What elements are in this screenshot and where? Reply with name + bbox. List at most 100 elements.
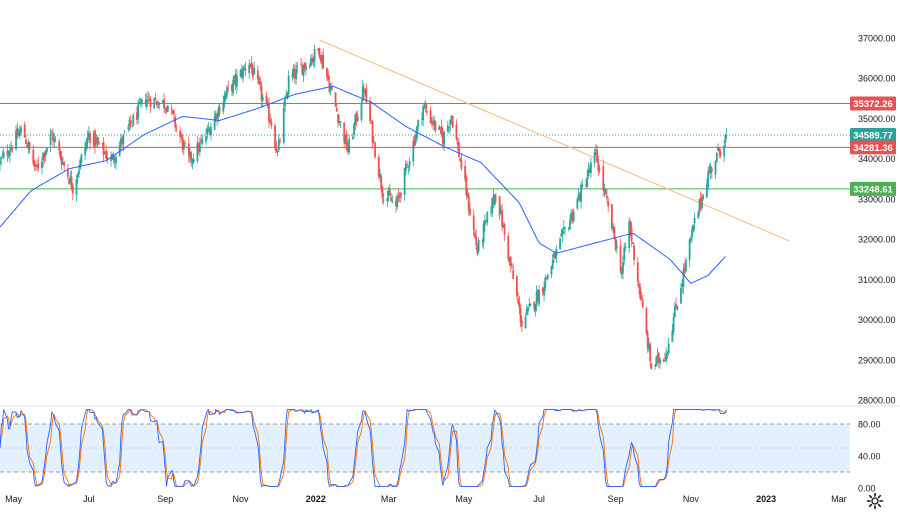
candle-body [335, 108, 338, 112]
candle-body [590, 162, 592, 173]
candle-body [446, 125, 449, 132]
candle-body [503, 224, 506, 235]
stochastic-oscillator [0, 408, 850, 488]
candle-body [200, 139, 202, 142]
candle-body [253, 68, 256, 75]
candle-body [636, 262, 639, 282]
candle-body [482, 224, 485, 243]
candle-body [149, 99, 152, 107]
candle-body [292, 68, 295, 76]
candle-body [666, 351, 669, 353]
candle-body [673, 306, 676, 318]
candle-body [458, 142, 460, 157]
candle-body [388, 189, 391, 196]
candle-body [59, 151, 62, 159]
candle-body [36, 165, 38, 166]
gear-icon[interactable] [866, 492, 884, 510]
candle-body [464, 165, 466, 179]
candle-body [164, 108, 167, 109]
candle-body [171, 110, 174, 113]
candle-body [391, 201, 394, 203]
candle-body [672, 316, 675, 333]
candle-body [417, 119, 420, 127]
candle-body [438, 126, 441, 131]
candle-body [649, 343, 652, 362]
candle-body [235, 75, 238, 87]
candle-body [52, 132, 54, 142]
candle-body [715, 152, 718, 163]
candle-body [351, 136, 354, 140]
candle-body [348, 138, 351, 153]
candle-body [71, 185, 74, 194]
candle-body [296, 66, 299, 68]
candle-body [585, 184, 587, 186]
candle-body [588, 170, 591, 172]
candle-body [534, 303, 537, 312]
candle-body [631, 241, 634, 244]
candle-body [603, 189, 606, 192]
candle-body [54, 140, 57, 142]
candle-body [137, 104, 140, 119]
candle-body [414, 135, 417, 143]
candle-body [181, 136, 184, 150]
candle-body [20, 127, 22, 133]
candle-body [205, 135, 207, 142]
candle-body [175, 127, 178, 129]
candle-body [338, 121, 341, 122]
candle-body [529, 303, 532, 306]
candle-body [527, 307, 529, 312]
candle-body [449, 119, 452, 126]
candle-body [233, 76, 236, 80]
candle-body [295, 68, 297, 79]
candle-body [10, 146, 13, 152]
candle-body [699, 198, 702, 207]
candle-body [396, 196, 399, 207]
candle-body [607, 201, 610, 207]
candle-body [69, 176, 72, 183]
candle-body [459, 158, 462, 161]
candle-body [683, 267, 686, 269]
candle-body [190, 152, 193, 161]
candle-body [227, 85, 230, 87]
candle-body [443, 131, 446, 145]
candle-body [103, 152, 106, 154]
candle-body [476, 246, 479, 254]
candle-body [403, 167, 406, 195]
candle-body [182, 142, 185, 150]
candle-body [174, 116, 177, 128]
candle-body [466, 193, 469, 196]
candle-body [0, 160, 1, 164]
candle-body [667, 343, 670, 354]
candle-body [511, 267, 513, 269]
candle-body [312, 58, 315, 63]
stoch-k-line [0, 408, 727, 488]
candle-body [232, 79, 235, 94]
candle-body [598, 168, 601, 171]
candle-body [345, 133, 348, 150]
candle-body [102, 142, 105, 156]
candle-body [119, 138, 122, 146]
candle-body [101, 143, 104, 145]
candle-body [538, 290, 541, 305]
candle-body [524, 317, 527, 329]
candle-body [578, 192, 581, 201]
candle-body [166, 105, 169, 112]
candle-body [76, 174, 79, 178]
candle-body [70, 176, 73, 189]
candle-body [301, 65, 304, 75]
candle-body [11, 147, 14, 149]
candle-body [75, 178, 78, 195]
candle-body [386, 197, 389, 202]
candle-body [423, 105, 426, 107]
candle-body [664, 357, 666, 359]
candle-body [702, 195, 705, 200]
candle-body [300, 64, 302, 66]
candle-body [189, 151, 191, 159]
candle-body [291, 74, 294, 78]
candle-body [322, 54, 325, 69]
price-tick-label: 36000.00 [858, 74, 896, 84]
candle-body [180, 134, 183, 137]
candle-body [397, 195, 400, 197]
price-tick-label: 33000.00 [858, 194, 896, 204]
